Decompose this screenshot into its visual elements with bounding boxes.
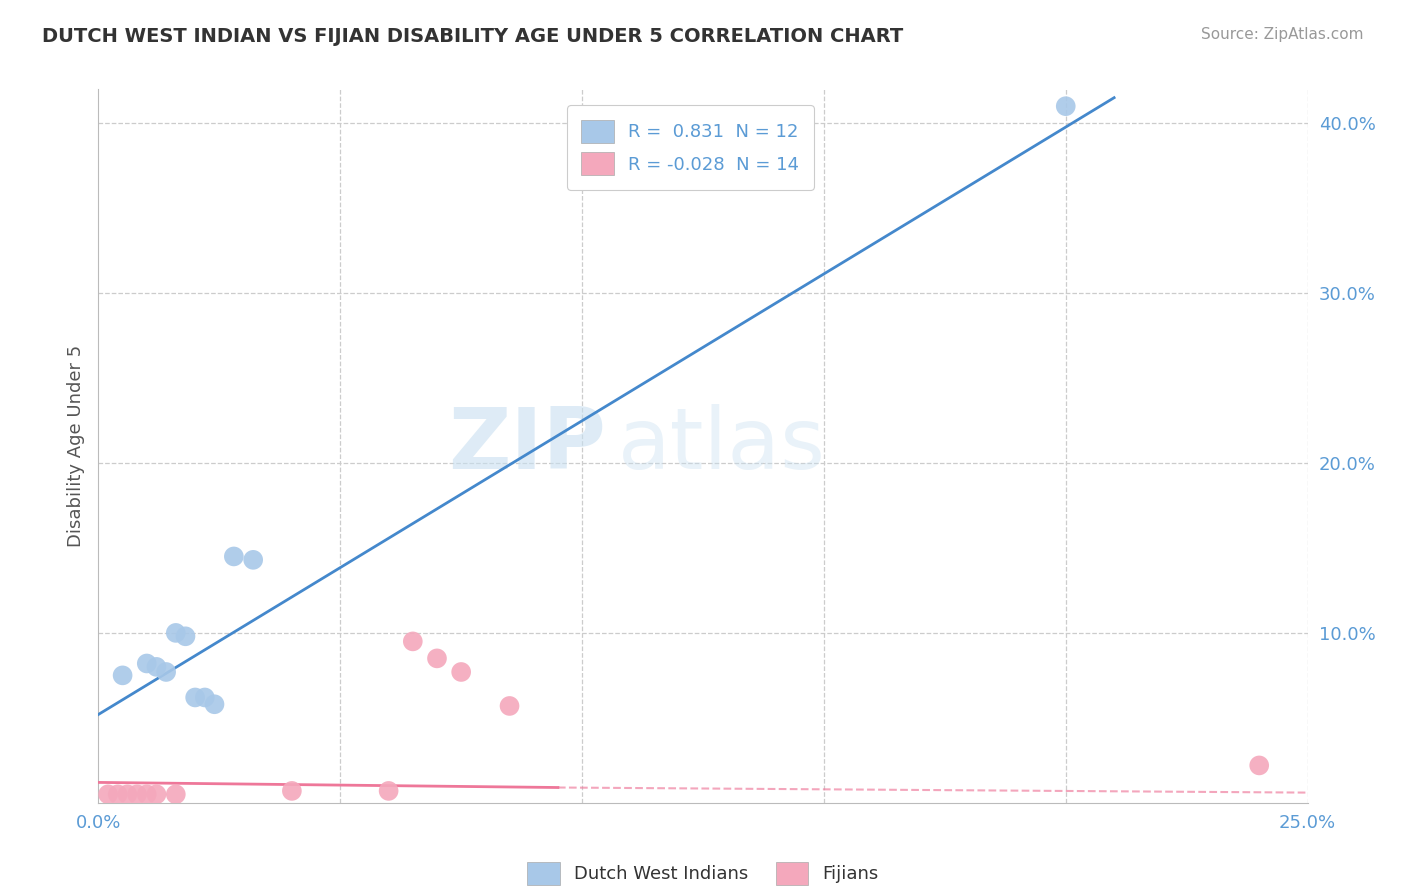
Point [117, 787, 139, 801]
Point [194, 690, 217, 705]
Point [450, 665, 472, 679]
Point [222, 549, 245, 564]
Point [165, 626, 187, 640]
Point [145, 787, 167, 801]
Y-axis label: Disability Age Under 5: Disability Age Under 5 [66, 345, 84, 547]
Point [145, 660, 167, 674]
Point [127, 787, 149, 801]
Point [242, 553, 264, 567]
Point [111, 668, 134, 682]
Point [155, 665, 177, 679]
Point [377, 784, 399, 798]
Point [135, 787, 157, 801]
Point [97, 787, 120, 801]
Point [281, 784, 304, 798]
Text: Source: ZipAtlas.com: Source: ZipAtlas.com [1201, 27, 1364, 42]
Point [426, 651, 449, 665]
Point [204, 698, 226, 712]
Point [184, 690, 207, 705]
Point [498, 698, 520, 713]
Point [107, 787, 129, 801]
Point [1054, 99, 1077, 113]
Point [174, 629, 197, 643]
Text: ZIP: ZIP [449, 404, 606, 488]
Point [165, 787, 187, 801]
Point [402, 634, 425, 648]
Legend: Dutch West Indians, Fijians: Dutch West Indians, Fijians [520, 855, 886, 892]
Text: DUTCH WEST INDIAN VS FIJIAN DISABILITY AGE UNDER 5 CORRELATION CHART: DUTCH WEST INDIAN VS FIJIAN DISABILITY A… [42, 27, 904, 45]
Text: atlas: atlas [619, 404, 827, 488]
Point [135, 657, 157, 671]
Point [1249, 758, 1271, 772]
